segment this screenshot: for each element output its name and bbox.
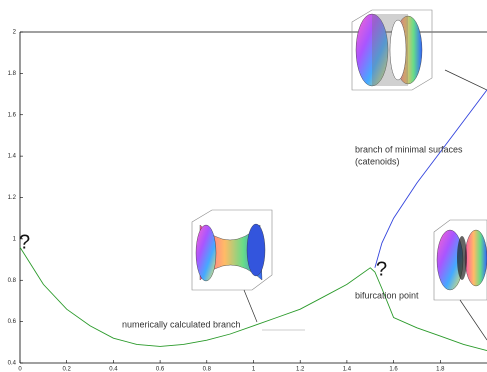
annotation: (catenoids) [355,156,400,166]
y-tick-label: 1.2 [8,195,17,201]
y-tick-label: 2 [13,30,17,36]
axes: 0 0.2 0.4 0.6 0.8 1 1.2 1.4 1.6 1.8 0.4 0.6 0.8 1 1.2 1… [8,30,487,372]
y-tick-label: 1.6 [8,112,17,118]
x-tick-label: 1 [252,367,256,372]
y-tick-label: 1.8 [8,71,17,77]
x-tick-label: 1.4 [343,367,352,372]
x-tick-label: 1.8 [436,367,445,372]
annotation: branch of minimal surfaces [355,144,463,154]
x-tick-label: 0.8 [203,367,212,372]
x-tick-label: 0.2 [63,367,72,372]
surface-inset-right [434,220,487,300]
surface-inset-middle [192,210,272,290]
annotation: numerically calculated branch [122,319,241,329]
catenoid-inset-top [352,10,432,90]
surface-insets [192,10,487,340]
x-tick-label: 0.6 [156,367,165,372]
y-tick-label: 0.6 [8,319,17,325]
chart: 0 0.2 0.4 0.6 0.8 1 1.2 1.4 1.6 1.8 0.4 0.6 0.8 1 1.2 1… [0,0,487,372]
y-tick-label: 0.8 [8,278,17,284]
x-tick-label: 0 [18,367,22,372]
annotation: ? [19,231,30,253]
y-tick-label: 1 [13,236,17,242]
y-tick-label: 1.4 [8,154,17,160]
y-tick-label: 0.4 [8,361,17,367]
x-tick-label: 1.2 [296,367,305,372]
annotation: bifurcation point [355,290,419,300]
annotation: ? [376,258,387,280]
x-tick-label: 1.6 [389,367,398,372]
x-tick-label: 0.4 [109,367,118,372]
